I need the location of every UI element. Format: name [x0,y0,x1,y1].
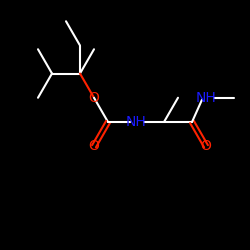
Text: O: O [88,139,100,153]
Text: NH: NH [196,91,216,105]
Text: O: O [88,91,100,105]
Text: NH: NH [126,115,146,129]
Text: O: O [200,139,211,153]
